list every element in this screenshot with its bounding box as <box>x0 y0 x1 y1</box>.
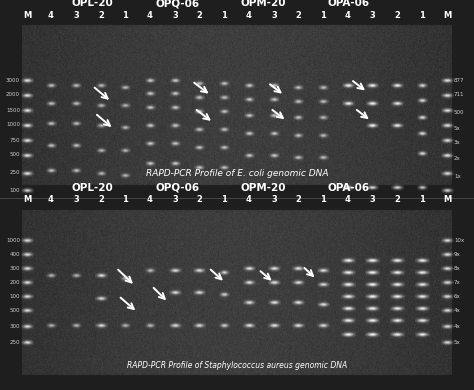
Text: 1: 1 <box>221 11 227 20</box>
Text: 4: 4 <box>246 11 252 20</box>
Text: 500: 500 <box>454 110 465 115</box>
Text: 3: 3 <box>271 11 277 20</box>
Text: 1: 1 <box>320 195 326 204</box>
Text: 4: 4 <box>48 195 54 204</box>
Text: 300: 300 <box>9 266 20 271</box>
Text: 1: 1 <box>419 195 425 204</box>
Text: 500: 500 <box>9 307 20 312</box>
Text: 2000: 2000 <box>6 92 20 98</box>
Text: 100: 100 <box>9 188 20 193</box>
Text: M: M <box>23 195 31 204</box>
Text: 5x: 5x <box>454 126 461 131</box>
Text: 1000: 1000 <box>6 238 20 243</box>
Text: 4: 4 <box>246 195 252 204</box>
Text: OPA-06: OPA-06 <box>328 0 369 8</box>
Text: 711: 711 <box>454 92 465 98</box>
Text: 1000: 1000 <box>6 122 20 128</box>
Text: 500: 500 <box>9 152 20 158</box>
Text: 250: 250 <box>9 340 20 344</box>
Text: 8x: 8x <box>454 266 461 271</box>
Text: 3: 3 <box>172 11 178 20</box>
Text: 3: 3 <box>172 195 178 204</box>
Text: 4: 4 <box>48 11 54 20</box>
Text: RAPD-PCR Profile of E. coli genomic DNA: RAPD-PCR Profile of E. coli genomic DNA <box>146 168 328 177</box>
Text: 2: 2 <box>196 11 202 20</box>
Text: 1x: 1x <box>454 174 461 179</box>
Text: OPL-20: OPL-20 <box>72 183 113 193</box>
Text: 2: 2 <box>196 195 202 204</box>
Text: 2: 2 <box>98 195 104 204</box>
Text: 4: 4 <box>345 11 351 20</box>
Text: 4: 4 <box>147 11 153 20</box>
Text: 3: 3 <box>73 11 79 20</box>
Text: 2: 2 <box>394 11 400 20</box>
Text: 1: 1 <box>122 195 128 204</box>
Text: 100: 100 <box>9 294 20 298</box>
Text: 5x: 5x <box>454 340 461 344</box>
Text: 3: 3 <box>271 195 277 204</box>
Text: 2x: 2x <box>454 156 461 161</box>
Text: OPM-20: OPM-20 <box>240 0 286 8</box>
Text: 2: 2 <box>295 195 301 204</box>
Text: 2: 2 <box>98 11 104 20</box>
Text: M: M <box>443 11 451 20</box>
Text: 4x: 4x <box>454 323 461 328</box>
Text: 1500: 1500 <box>6 108 20 112</box>
Text: 2: 2 <box>394 195 400 204</box>
Text: 2: 2 <box>295 11 301 20</box>
Text: OPQ-06: OPQ-06 <box>155 183 200 193</box>
Text: 200: 200 <box>9 280 20 284</box>
Text: 4x: 4x <box>454 307 461 312</box>
Text: OPA-06: OPA-06 <box>328 183 369 193</box>
Text: OPQ-06: OPQ-06 <box>155 0 200 8</box>
Text: 3: 3 <box>369 11 375 20</box>
Text: 1: 1 <box>320 11 326 20</box>
Text: 6x: 6x <box>454 294 461 298</box>
Text: 10x: 10x <box>454 238 464 243</box>
Text: 4: 4 <box>345 195 351 204</box>
Text: 300: 300 <box>9 323 20 328</box>
Text: 4: 4 <box>147 195 153 204</box>
Text: OPL-20: OPL-20 <box>72 0 113 8</box>
Text: 1: 1 <box>221 195 227 204</box>
Text: RAPD-PCR Profile of Staphylococcus aureus genomic DNA: RAPD-PCR Profile of Staphylococcus aureu… <box>127 360 347 369</box>
Text: 3: 3 <box>73 195 79 204</box>
Text: M: M <box>443 195 451 204</box>
Text: 750: 750 <box>9 138 20 142</box>
Text: 250: 250 <box>9 170 20 176</box>
Text: 400: 400 <box>9 252 20 257</box>
Text: OPM-20: OPM-20 <box>240 183 286 193</box>
Text: 877: 877 <box>454 78 465 83</box>
Text: 3: 3 <box>369 195 375 204</box>
Text: 1: 1 <box>419 11 425 20</box>
Text: 3000: 3000 <box>6 78 20 83</box>
Text: 7x: 7x <box>454 280 461 284</box>
Text: M: M <box>23 11 31 20</box>
Text: 3x: 3x <box>454 140 461 145</box>
Text: 1: 1 <box>122 11 128 20</box>
Text: 9x: 9x <box>454 252 461 257</box>
